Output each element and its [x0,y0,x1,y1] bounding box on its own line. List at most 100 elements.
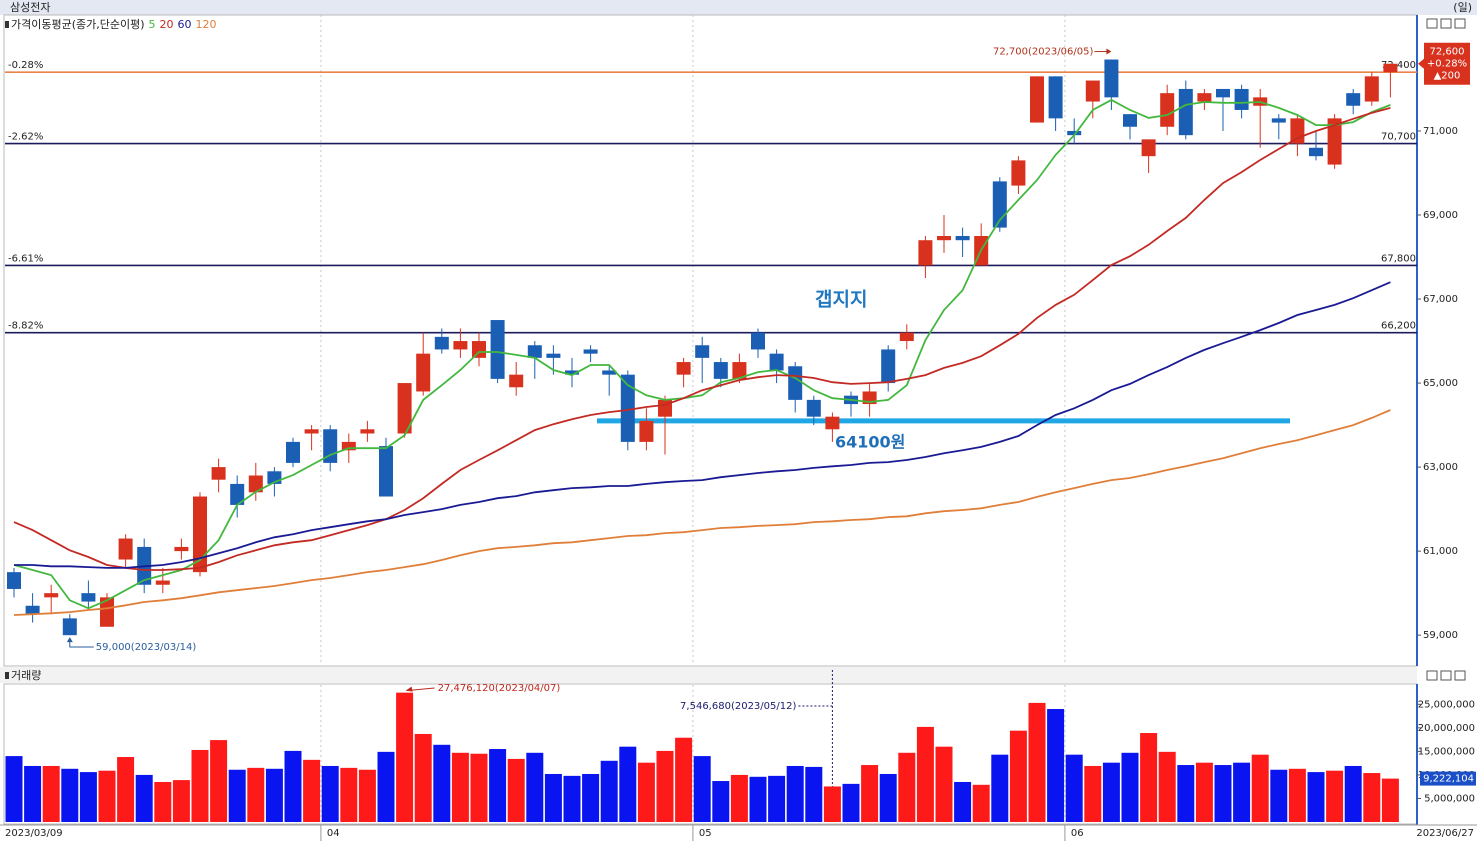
y-tick-label: 59,000 [1423,630,1458,641]
candle-body [230,483,245,505]
volume-bar [972,784,990,822]
last-diff: ▲200 [1434,71,1461,82]
ma-line [13,107,1391,571]
volume-bar [768,775,786,822]
volume-bar [1307,772,1325,822]
x-tick-label: 05 [699,828,712,839]
last-change: +0.28% [1427,59,1467,70]
candle-body [639,420,654,442]
candle-body [211,467,226,480]
high-label: 72,700(2023/06/05) [993,47,1094,58]
volume-bar [303,759,321,822]
volume-bar [1084,765,1102,822]
candle-body [193,496,207,573]
volume-bar [210,740,228,822]
candle-body [304,429,319,434]
volume-bar [1028,702,1046,822]
candle-body [583,349,598,354]
volume-bar [42,765,60,822]
volume-bar [823,786,841,822]
button[interactable] [1426,18,1438,29]
candle-body [341,441,356,451]
panel-buttons[interactable] [1426,18,1466,681]
candle-body [881,349,896,384]
volume-bar [247,767,265,822]
candle-body [676,362,691,375]
volume-header [0,667,1417,683]
candle-body [81,593,96,602]
candle-body [713,362,728,379]
volume-bar [1047,709,1065,822]
candle-body [360,429,375,434]
volume-bar [879,773,897,822]
button[interactable] [1426,670,1438,681]
candle-body [1030,76,1044,123]
candle-body [434,336,449,350]
volume-bar [470,753,488,822]
volume-bar [284,750,302,822]
volume-bar [619,746,637,822]
stock-title: 삼성전자 [10,1,50,14]
candle-body [546,353,561,358]
candle-body [248,475,263,493]
support-label: 64100원 [835,432,905,451]
ma-legend: 가격이동평균(종가,단순이평) [11,18,145,31]
legend-icon [5,21,9,28]
candle-body [1197,93,1212,102]
volume-bar [61,768,79,822]
candle-body [1383,63,1398,73]
candle-body [453,341,468,350]
volume-bar [1158,751,1176,822]
volume-bar [954,781,972,822]
x-tick-label: 06 [1071,828,1084,839]
candle-body [620,374,635,442]
y-tick-label: 63,000 [1423,462,1458,473]
y-tick-label: 65,000 [1423,378,1458,389]
volume-bar [935,746,953,822]
y-tick-label: 5,000,000 [1424,793,1475,804]
volume-bar [842,783,860,822]
volume-bar [693,756,711,822]
volume-title: 거래량 [11,669,41,682]
legend-entry: 120 [196,18,217,31]
candle-body [1327,118,1342,165]
low-label: 59,000(2023/03/14) [96,642,197,653]
button[interactable] [1440,670,1452,681]
button[interactable] [1454,670,1466,681]
candle-body [825,416,840,430]
volume-bar [414,733,432,822]
button[interactable] [1440,18,1452,29]
candle-body [565,370,579,375]
candle-body [1104,59,1119,98]
candle-body [490,320,505,379]
candle-body [7,572,21,589]
legend-entry: 60 [178,18,192,31]
volume-bar [358,769,376,822]
volume-bar [396,692,414,822]
volume-bar [340,767,358,822]
y-tick-label: 61,000 [1423,546,1458,557]
volume-bar [1177,765,1195,822]
volume-bar [1233,762,1251,822]
candle-body [751,332,765,350]
volume-bar [265,768,283,822]
volume-bar [1381,778,1399,822]
candle-body [379,446,393,497]
volume-bar [749,776,767,822]
button[interactable] [1454,18,1466,29]
level-pct: -6.61% [8,253,43,264]
candle-body [1067,130,1082,136]
candle-body [25,605,40,615]
candle-body [602,370,617,375]
candle-body [118,538,133,560]
volume-bar [1214,765,1232,822]
candle-body [806,399,821,417]
legend-entry: 5 [149,18,156,31]
candle-body [472,341,486,358]
title-bar [0,0,1477,15]
candle-body [1178,88,1193,136]
candle-body [1364,76,1379,102]
candle-body [918,240,933,266]
volume-bar [1326,770,1344,822]
